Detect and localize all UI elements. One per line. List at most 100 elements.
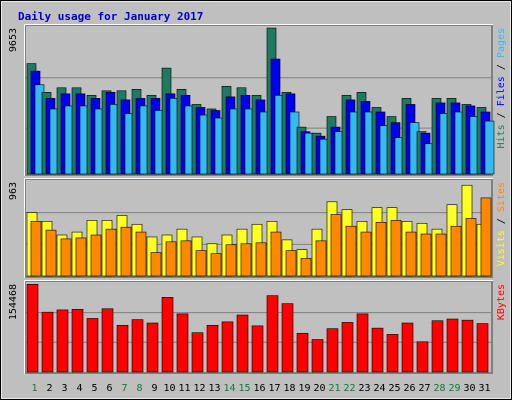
x-tick-label-day-8: 8	[136, 383, 142, 394]
legend-entry-hits: Hits	[496, 124, 507, 148]
bar-sites-day-7	[120, 226, 132, 277]
y-max-label: 963	[8, 182, 19, 200]
bar-sites-day-30	[465, 218, 477, 277]
x-tick-label-day-27: 27	[418, 383, 430, 394]
bar-sites-day-12	[195, 250, 207, 277]
x-tick-label-day-22: 22	[343, 383, 355, 394]
bar-sites-day-28	[435, 233, 447, 277]
bar-kbytes-day-23	[356, 313, 369, 373]
x-tick-label-day-18: 18	[283, 383, 295, 394]
bar-sites-day-25	[390, 220, 402, 277]
bar-kbytes-day-3	[56, 309, 69, 373]
bar-sites-day-21	[330, 214, 342, 277]
bar-sites-day-13	[210, 253, 222, 277]
bar-kbytes-day-8	[131, 319, 144, 373]
bar-sites-day-17	[270, 231, 282, 277]
x-tick-label-day-10: 10	[163, 383, 175, 394]
bar-kbytes-day-25	[386, 334, 399, 373]
legend: Visits / Sites	[496, 182, 507, 266]
x-tick-label-day-4: 4	[76, 383, 82, 394]
x-tick-label-day-30: 30	[463, 383, 475, 394]
panel-kbytes: 154468 KBytes	[8, 280, 507, 374]
bar-kbytes-day-9	[146, 322, 159, 373]
legend-entry-files: Files	[496, 76, 507, 106]
bar-kbytes-day-14	[221, 321, 234, 373]
bar-kbytes-day-17	[266, 295, 279, 373]
x-tick-label-day-17: 17	[268, 383, 280, 394]
bar-kbytes-day-24	[371, 327, 384, 373]
x-tick-label-day-2: 2	[46, 383, 52, 394]
bar-sites-day-31	[480, 197, 492, 277]
x-tick-label-day-16: 16	[253, 383, 265, 394]
bar-kbytes-day-4	[71, 309, 84, 373]
x-tick-label-day-20: 20	[313, 383, 325, 394]
bar-kbytes-day-21	[326, 328, 339, 373]
bar-sites-day-2	[45, 229, 57, 277]
x-tick-label-day-7: 7	[121, 383, 127, 394]
legend-separator: /	[496, 58, 507, 76]
bar-sites-day-19	[300, 258, 312, 277]
x-tick-label-day-13: 13	[208, 383, 220, 394]
bar-kbytes-day-15	[236, 314, 249, 373]
bar-kbytes-day-18	[281, 303, 294, 373]
chart-title: Daily usage for January 2017	[18, 10, 203, 23]
x-tick-label-day-24: 24	[373, 383, 385, 394]
bar-sites-day-5	[90, 234, 102, 277]
bar-kbytes-day-11	[176, 313, 189, 373]
x-tick-label-day-14: 14	[223, 383, 235, 394]
bar-sites-day-23	[360, 231, 372, 277]
legend: KBytes	[496, 284, 507, 320]
x-tick-label-day-12: 12	[193, 383, 205, 394]
x-tick-label-day-1: 1	[31, 383, 37, 394]
legend-separator: /	[496, 212, 507, 230]
x-tick-label-day-26: 26	[403, 383, 415, 394]
y-max-label: 9653	[8, 28, 19, 52]
legend: Hits / Files / Pages	[496, 28, 507, 148]
legend-entry-visits: Visits	[496, 230, 507, 266]
bar-kbytes-day-1	[26, 283, 39, 373]
bar-sites-day-3	[60, 238, 72, 277]
bar-kbytes-day-6	[101, 308, 114, 373]
x-tick-label-day-25: 25	[388, 383, 400, 394]
legend-entry-sites: Sites	[496, 182, 507, 212]
bar-pages-day-31	[484, 120, 495, 175]
bar-kbytes-day-28	[431, 320, 444, 373]
x-tick-label-day-5: 5	[91, 383, 97, 394]
bar-sites-day-24	[375, 222, 387, 277]
bar-kbytes-day-26	[401, 322, 414, 373]
bar-kbytes-day-13	[206, 324, 219, 373]
bar-kbytes-day-27	[416, 341, 429, 373]
bar-sites-day-11	[180, 240, 192, 277]
bar-kbytes-day-16	[251, 325, 264, 373]
x-tick-label-day-29: 29	[448, 383, 460, 394]
x-axis-ticks: 1 2 3 4 5 6 7 8 9 10 11 12 13 14 15 16 17 18 19 20 21 22 23 24 2…	[31, 383, 490, 394]
bar-kbytes-day-12	[191, 332, 204, 373]
bar-sites-day-27	[420, 233, 432, 277]
x-tick-label-day-15: 15	[238, 383, 250, 394]
bar-sites-day-10	[165, 241, 177, 277]
bar-sites-day-26	[405, 231, 417, 277]
x-tick-label-day-3: 3	[61, 383, 67, 394]
bar-sites-day-14	[225, 244, 237, 277]
legend-entry-pages: Pages	[496, 28, 507, 58]
bar-kbytes-day-19	[296, 332, 309, 373]
bar-sites-day-20	[315, 240, 327, 277]
bar-kbytes-day-22	[341, 322, 354, 373]
bar-sites-day-6	[105, 228, 117, 277]
x-tick-label-day-21: 21	[328, 383, 340, 394]
bar-sites-day-16	[255, 242, 267, 277]
x-tick-label-day-9: 9	[151, 383, 157, 394]
bar-kbytes-day-10	[161, 297, 174, 373]
bar-sites-day-4	[75, 237, 87, 277]
bar-sites-day-15	[240, 243, 252, 277]
bar-sites-day-29	[450, 225, 462, 277]
legend-entry-kbytes: KBytes	[496, 284, 507, 320]
bar-kbytes-day-20	[311, 339, 324, 373]
bar-kbytes-day-29	[446, 318, 459, 373]
x-tick-label-day-31: 31	[478, 383, 490, 394]
bar-sites-day-9	[150, 252, 162, 277]
panels: 9653 Hits / Files / Pages 963 Visits / Site…	[8, 24, 507, 374]
